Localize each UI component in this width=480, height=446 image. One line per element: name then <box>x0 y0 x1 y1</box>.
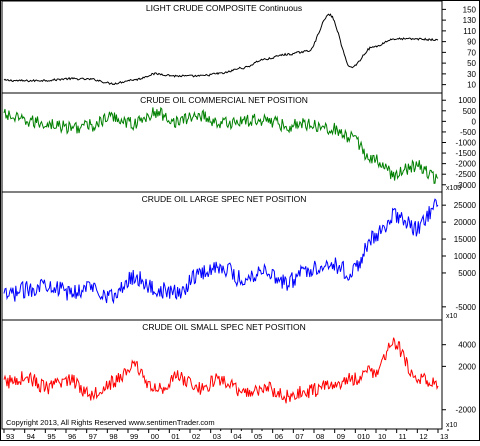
panel-3: 25000 20000 15000 10000 5000 -5000 CRUDE OIL L… <box>1 191 477 321</box>
panel-4: 4000 2000 -2000 CRUDE OIL SMALL SPEC NET PO… <box>1 319 477 430</box>
panel-title: CRUDE OIL SMALL SPEC NET POSITION <box>142 322 306 332</box>
x-tick-label: 93 <box>6 432 14 441</box>
panel-2: 1000 5000 -500 -1000-1500 -2000-2500 -3000 CRU… <box>1 92 477 193</box>
x-tick-label: 02 <box>192 432 200 441</box>
y-tick-label: 130 <box>463 16 477 25</box>
x-tick-label: 98 <box>109 432 117 441</box>
x-tick-label: 08 <box>316 432 324 441</box>
x-tick-label: 97 <box>89 432 97 441</box>
y-tick-label: -3000 <box>456 181 477 190</box>
y-tick-label: 20000 <box>454 218 477 227</box>
y-tick-label: -500 <box>460 128 477 137</box>
x-tick-label: 01 <box>171 432 179 441</box>
panel-frame <box>1 191 443 321</box>
x-tick-label: 11 <box>399 432 407 441</box>
y-tick-label: 1000 <box>458 96 476 105</box>
y-tick-label: 150 <box>463 5 477 14</box>
unit-label: x100 <box>446 185 461 192</box>
x-axis: 93 94 95 96 97 98 99 00 01 02 03 04 05 06 07 08 09 010 10 1… <box>2 428 449 441</box>
x-tick-label: 95 <box>47 432 55 441</box>
y-tick-label: 4000 <box>458 341 476 350</box>
x-tick-label: 05 <box>254 432 262 441</box>
x-tick-label: 96 <box>68 432 76 441</box>
panel-title: LIGHT CRUDE COMPOSITE Continuous <box>146 3 302 13</box>
x-tick-label: 04 <box>233 432 241 441</box>
y-tick-label: 2000 <box>458 362 476 371</box>
y-tick-label: 25000 <box>454 201 477 210</box>
panel-frame <box>1 92 443 193</box>
series-line <box>3 106 439 185</box>
y-tick-label: 5000 <box>458 269 476 278</box>
y-tick-label: 10000 <box>454 252 477 261</box>
y-tick-label: -2000 <box>456 406 477 415</box>
x-tick-label: 94 <box>27 432 35 441</box>
panel-title: CRUDE OIL COMMERCIAL NET POSITION <box>140 95 308 105</box>
y-tick-label: 10 <box>467 81 476 90</box>
y-tick-label: 500 <box>463 107 477 116</box>
x-tick-label: 99 <box>130 432 138 441</box>
y-tick-label: 30 <box>467 70 476 79</box>
copyright-text: Copyright 2013, All Rights Reserved www.… <box>6 418 215 427</box>
x-tick-label: 010 <box>357 432 370 441</box>
x-tick-label: 09 <box>337 432 345 441</box>
y-tick-label: 110 <box>463 27 476 36</box>
panel-title: CRUDE OIL LARGE SPEC NET POSITION <box>142 194 307 204</box>
y-tick-label: -1500 <box>456 149 477 158</box>
series-line <box>3 198 439 305</box>
y-tick-label: 0 <box>472 117 477 126</box>
y-tick-label: 15000 <box>454 235 477 244</box>
y-tick-label: -1000 <box>456 139 477 148</box>
y-tick-label: -2500 <box>456 170 477 179</box>
x-tick-label: 10 <box>378 432 386 441</box>
series-line <box>3 337 439 404</box>
x-tick-label: 06 <box>275 432 283 441</box>
y-tick-label: -5000 <box>456 303 477 312</box>
x-tick-label: 03 <box>213 432 221 441</box>
y-tick-label: 90 <box>467 38 476 47</box>
y-tick-label: 50 <box>467 59 476 68</box>
y-tick-label: -2000 <box>456 160 477 169</box>
x-tick-label: 13 <box>440 432 448 441</box>
x-tick-label: 12 <box>419 432 427 441</box>
y-tick-label: 70 <box>467 48 476 57</box>
x-tick-label: 00 <box>151 432 159 441</box>
series-line <box>3 13 439 85</box>
unit-label: x10 <box>446 313 457 320</box>
x-tick-label: 07 <box>295 432 303 441</box>
unit-label: x10 <box>446 422 457 429</box>
